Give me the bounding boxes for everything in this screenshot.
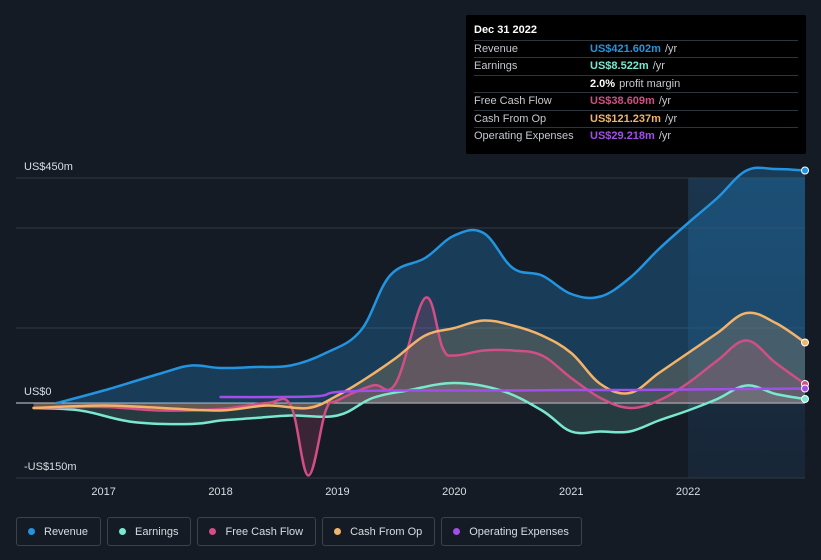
tooltip-row-value: US$8.522m (590, 60, 649, 73)
series-end-markers (801, 166, 809, 403)
revenue-area (56, 167, 806, 403)
tooltip-date: Dec 31 2022 (474, 24, 537, 36)
legend-label: Cash From Op (350, 525, 423, 538)
cash-from-op-area (33, 312, 805, 411)
legend-item-earnings[interactable]: Earnings (107, 517, 192, 546)
tooltip-row-unit: /yr (658, 95, 672, 108)
tooltip-row: Cash From Op US$121.237m/yr (474, 109, 798, 127)
tooltip-row: Revenue US$421.602m/yr (474, 40, 798, 57)
legend-dot-icon (453, 528, 461, 535)
legend-dot-icon (209, 528, 217, 535)
x-axis-label: 2017 (91, 486, 115, 498)
operating-expenses-line (219, 387, 807, 399)
tooltip-row-label: Operating Expenses (474, 129, 574, 142)
legend: Revenue Earnings Free Cash Flow Cash From O… (16, 517, 582, 546)
tooltip-row-label: Cash From Op (474, 112, 547, 125)
legend-label: Free Cash Flow (225, 525, 304, 538)
x-axis-label: 2022 (676, 486, 700, 498)
legend-label: Revenue (44, 525, 89, 538)
tooltip-row-label: Revenue (474, 43, 519, 55)
operating-expenses-end-marker (801, 384, 809, 393)
free-cash-flow-line (32, 296, 807, 477)
cash-from-op-line (32, 311, 807, 412)
earnings-area (33, 383, 805, 434)
tooltip-row: Operating Expenses US$29.218m/yr (474, 126, 798, 144)
tooltip-row-unit: /yr (664, 43, 678, 55)
y-axis-label: US$450m (24, 161, 73, 173)
legend-dot-icon (334, 528, 342, 535)
tooltip-row-unit: /yr (658, 129, 672, 142)
legend-item-revenue[interactable]: Revenue (16, 517, 102, 546)
tooltip-row: Earnings US$8.522m/yr (474, 57, 798, 74)
revenue-end-marker (801, 166, 809, 175)
tooltip-row-unit: profit margin (619, 77, 681, 90)
y-axis-labels: US$450m US$0 -US$150m (24, 161, 77, 473)
legend-item-operating-expenses[interactable]: Operating Expenses (441, 517, 582, 546)
revenue-line (55, 166, 807, 405)
tooltip-row-value: 2.0% (590, 77, 616, 90)
tooltip-row: 2.0% profit margin (474, 74, 798, 92)
series-fills (33, 167, 806, 476)
cash-from-op-end-marker (801, 338, 809, 347)
legend-item-free-cash-flow[interactable]: Free Cash Flow (197, 517, 317, 546)
tooltip-row-value: US$29.218m (590, 129, 655, 142)
tooltip-row-label: Earnings (474, 60, 518, 73)
tooltip-panel: Dec 31 2022 Revenue US$421.602m/yr Earning… (466, 15, 806, 154)
tooltip-row-value: US$38.609m (590, 95, 655, 108)
y-axis-label: US$0 (24, 386, 52, 398)
legend-label: Earnings (135, 525, 179, 538)
series-lines (32, 166, 807, 477)
tooltip-row-unit: /yr (664, 112, 678, 125)
legend-dot-icon (28, 528, 35, 535)
earnings-end-marker (801, 395, 809, 403)
x-axis-label: 2020 (442, 486, 466, 498)
x-axis-labels: 2017 2018 2019 2020 2021 2022 (91, 486, 700, 498)
legend-label: Operating Expenses (469, 525, 569, 538)
tooltip-row-label: Free Cash Flow (474, 95, 552, 108)
free-cash-flow-area (33, 297, 805, 476)
x-axis-label: 2018 (208, 486, 232, 498)
x-axis-label: 2019 (325, 486, 349, 498)
x-axis-label: 2021 (559, 486, 583, 498)
tooltip-row-value: US$421.602m (590, 43, 661, 55)
tooltip-row-label (474, 76, 590, 92)
tooltip-row-unit: /yr (652, 60, 665, 73)
tooltip-row-value: US$121.237m (590, 112, 661, 125)
legend-item-cash-from-op[interactable]: Cash From Op (322, 517, 436, 546)
gridlines (16, 177, 805, 479)
tooltip-row: Free Cash Flow US$38.609m/yr (474, 92, 798, 109)
earnings-line (32, 381, 807, 435)
y-axis-label: -US$150m (24, 461, 77, 473)
legend-dot-icon (119, 528, 127, 535)
